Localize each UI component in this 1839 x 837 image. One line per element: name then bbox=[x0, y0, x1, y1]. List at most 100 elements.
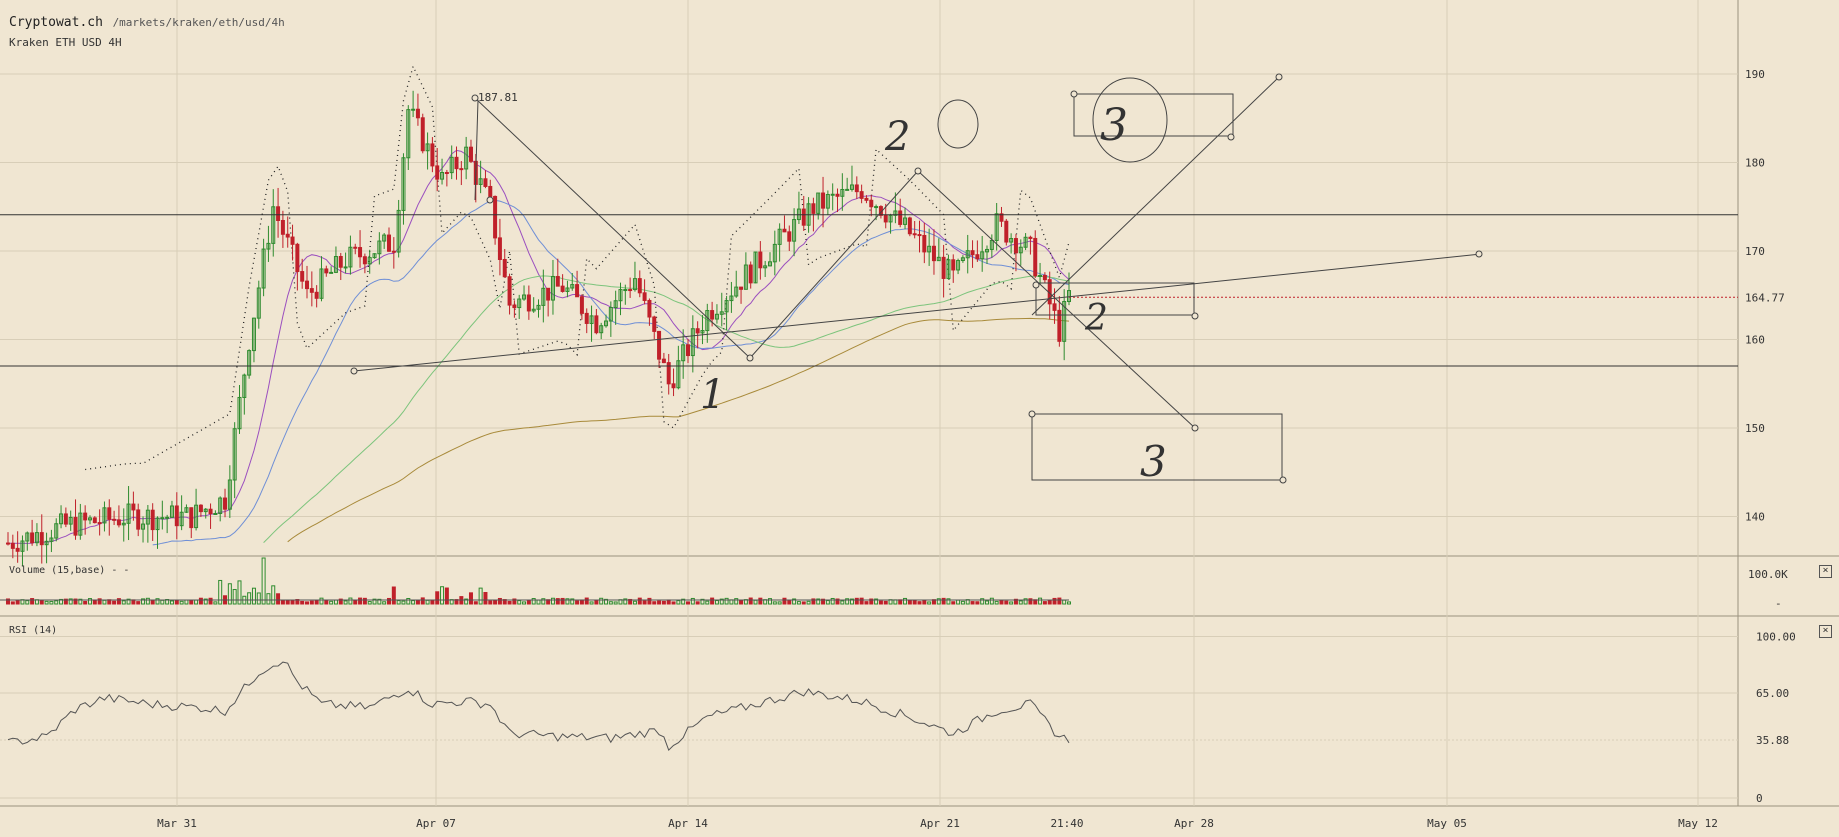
volume-bar bbox=[985, 600, 990, 605]
volume-bar bbox=[49, 600, 54, 605]
volume-label: Volume (15,base) - - bbox=[9, 565, 130, 576]
candle-body bbox=[213, 513, 218, 516]
volume-bar bbox=[522, 601, 527, 605]
volume-bar bbox=[184, 599, 189, 605]
candle-body bbox=[25, 532, 30, 542]
candle-body bbox=[748, 264, 753, 284]
candle-body bbox=[87, 517, 92, 521]
volume-bar bbox=[271, 585, 276, 605]
rsi-close-button[interactable]: × bbox=[1819, 625, 1832, 638]
candle-body bbox=[690, 328, 695, 357]
candle-body bbox=[300, 271, 305, 282]
candle-body bbox=[396, 209, 401, 253]
volume-bar bbox=[719, 598, 724, 605]
candle-body bbox=[232, 428, 237, 481]
candle-body bbox=[1057, 309, 1062, 342]
volume-bar bbox=[348, 597, 353, 605]
candle-body bbox=[116, 519, 121, 526]
volume-bar bbox=[435, 591, 440, 605]
candle-body bbox=[1009, 238, 1014, 243]
candle-body bbox=[546, 287, 551, 301]
candle-body bbox=[927, 245, 932, 253]
volume-bar bbox=[102, 599, 107, 605]
price-tick-label: 140 bbox=[1745, 511, 1765, 524]
candle-body bbox=[623, 289, 628, 292]
volume-bar bbox=[247, 592, 252, 605]
candle-body bbox=[681, 344, 686, 362]
candle-body bbox=[203, 508, 208, 513]
candle-body bbox=[150, 509, 155, 531]
candle-body bbox=[266, 242, 271, 250]
candle-body bbox=[782, 228, 787, 233]
x-tick-label: Apr 28 bbox=[1174, 817, 1214, 830]
candle-body bbox=[517, 298, 522, 309]
candle-body bbox=[666, 362, 671, 385]
candle-body bbox=[271, 206, 276, 244]
volume-bar bbox=[338, 598, 343, 605]
price-tick-label: 150 bbox=[1745, 422, 1765, 435]
volume-bar bbox=[878, 600, 883, 605]
volume-bar bbox=[975, 601, 980, 605]
candle-body bbox=[54, 523, 59, 539]
volume-bar bbox=[989, 597, 994, 605]
volume-bar bbox=[145, 597, 150, 605]
candle-body bbox=[753, 251, 758, 284]
candle-body bbox=[758, 251, 763, 269]
volume-bar bbox=[1038, 597, 1043, 605]
candle-body bbox=[613, 300, 618, 309]
site-name[interactable]: Cryptowat.ch bbox=[9, 15, 103, 30]
candle-body bbox=[584, 312, 589, 324]
drawn-box bbox=[1035, 282, 1195, 316]
candle-body bbox=[951, 259, 956, 271]
candle-body bbox=[169, 505, 174, 518]
volume-bar bbox=[372, 598, 377, 605]
drawn-trend-line bbox=[1031, 76, 1280, 316]
volume-bar bbox=[710, 597, 715, 605]
price-tick-label: 190 bbox=[1745, 68, 1765, 81]
volume-bar bbox=[314, 600, 319, 605]
candle-body bbox=[194, 504, 199, 529]
volume-bar bbox=[816, 598, 821, 605]
ma-gold-line bbox=[287, 317, 1070, 543]
volume-bar bbox=[430, 600, 435, 605]
volume-tick-label: - bbox=[1775, 597, 1782, 610]
volume-bar bbox=[300, 600, 305, 605]
volume-bar bbox=[801, 601, 806, 605]
volume-bar bbox=[941, 597, 946, 605]
high-price-label: 187.81 bbox=[478, 91, 518, 104]
volume-bar bbox=[695, 601, 700, 605]
candle-body bbox=[256, 287, 261, 319]
volume-bar bbox=[256, 592, 261, 605]
volume-bar bbox=[821, 598, 826, 605]
psar-dotted-line bbox=[85, 64, 1070, 471]
candle-body bbox=[714, 313, 719, 320]
candle-body bbox=[83, 512, 88, 521]
candle-body bbox=[883, 214, 888, 223]
candle-body bbox=[719, 311, 724, 315]
volume-bar bbox=[994, 600, 999, 605]
volume-bar bbox=[840, 600, 845, 605]
volume-bar bbox=[266, 593, 271, 605]
candle-body bbox=[285, 233, 290, 238]
volume-bar bbox=[570, 598, 575, 605]
candle-body bbox=[1013, 238, 1018, 254]
candle-body bbox=[560, 285, 565, 292]
candle-body bbox=[290, 236, 295, 245]
candle-body bbox=[49, 537, 54, 542]
volume-bar bbox=[739, 600, 744, 605]
volume-bar bbox=[280, 600, 285, 605]
volume-bar bbox=[54, 600, 59, 605]
candle-body bbox=[6, 542, 10, 545]
candle-body bbox=[912, 233, 917, 236]
candle-body bbox=[165, 516, 170, 519]
volume-bar bbox=[792, 598, 797, 605]
volume-close-button[interactable]: × bbox=[1819, 565, 1832, 578]
candle-body bbox=[372, 253, 377, 259]
candle-body bbox=[411, 108, 416, 111]
candle-body bbox=[575, 284, 580, 298]
volume-bar bbox=[319, 597, 324, 605]
candle-body bbox=[772, 243, 777, 263]
volume-bar bbox=[174, 599, 179, 605]
